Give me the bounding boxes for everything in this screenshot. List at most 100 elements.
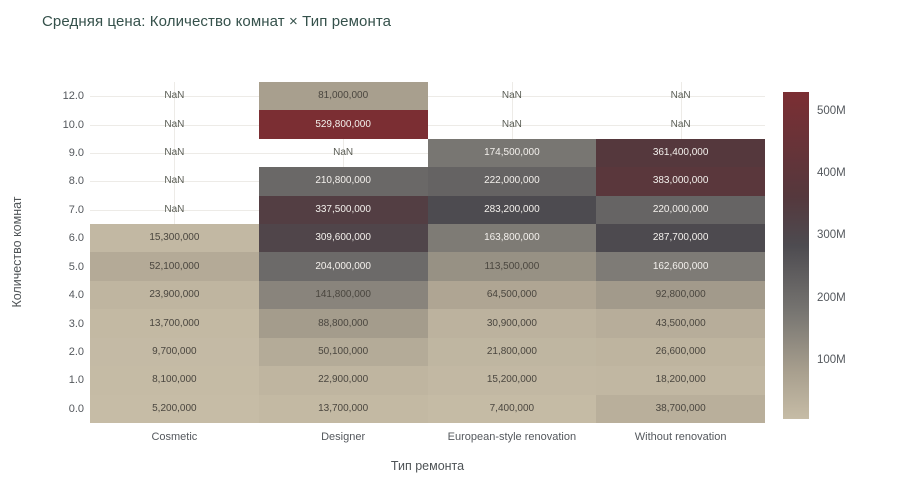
heatmap-cell[interactable]: 52,100,000	[90, 252, 259, 281]
heatmap-cell[interactable]: NaN	[90, 196, 259, 224]
y-axis-tick-label: 0.0	[68, 402, 84, 415]
cell-value-label: 15,200,000	[486, 374, 537, 386]
x-axis-title: Тип ремонта	[390, 459, 465, 473]
heatmap-cell[interactable]: 220,000,000	[596, 195, 765, 225]
cell-value-label: 92,800,000	[655, 289, 706, 301]
cell-value-label: 43,500,000	[655, 317, 706, 329]
colorbar-tick-labels: 100M 200M 300M 400M 500M	[817, 92, 877, 419]
heatmap-cell[interactable]: 21,800,000	[427, 337, 597, 367]
heatmap-cell[interactable]: 22,900,000	[258, 366, 428, 395]
heatmap-cell[interactable]: 81,000,000	[258, 82, 428, 111]
heatmap-cell[interactable]: 15,200,000	[427, 366, 597, 395]
cell-value-label: 383,000,000	[652, 175, 709, 187]
heatmap-cell[interactable]: 283,200,000	[427, 195, 597, 225]
cell-value-label: 26,600,000	[655, 345, 706, 357]
heatmap-cell[interactable]: NaN	[428, 82, 597, 110]
x-axis-tick-label: Cosmetic	[151, 431, 198, 443]
heatmap-cell[interactable]: 92,800,000	[596, 280, 765, 310]
heatmap-cell[interactable]: 50,100,000	[258, 337, 428, 367]
heatmap-cell[interactable]: 383,000,000	[596, 167, 765, 196]
heatmap-cell[interactable]: NaN	[259, 139, 428, 167]
heatmap-cell[interactable]: 210,800,000	[258, 167, 428, 196]
heatmap-cell[interactable]: 309,600,000	[258, 224, 428, 253]
heatmap-cell[interactable]: 204,000,000	[258, 252, 428, 281]
cell-value-label: 8,100,000	[152, 374, 197, 386]
heatmap-cell[interactable]: NaN	[90, 82, 259, 110]
x-axis-tick-label: Designer	[321, 431, 366, 443]
heatmap-cell[interactable]: 361,400,000	[596, 138, 765, 168]
heatmap-cell[interactable]: 8,100,000	[90, 366, 259, 395]
nan-label: NaN	[164, 90, 185, 102]
y-axis-tick-label: 4.0	[68, 289, 84, 302]
heatmap-cell[interactable]: 18,200,000	[596, 366, 765, 395]
cell-value-label: 309,600,000	[315, 232, 371, 244]
heatmap-cell[interactable]: 113,500,000	[427, 252, 597, 281]
cell-value-label: 287,700,000	[652, 232, 709, 244]
cell-value-label: 21,800,000	[486, 345, 537, 357]
x-axis-tick-label: European-style renovation	[447, 431, 577, 443]
heatmap-cell[interactable]: 174,500,000	[427, 138, 597, 168]
x-axis-tick-label: Without renovation	[634, 431, 727, 443]
h-gridline	[90, 96, 765, 98]
chart-title: Средняя цена: Количество комнат × Тип ре…	[42, 13, 392, 30]
heatmap-cell[interactable]: 15,300,000	[90, 224, 259, 253]
heatmap-cell[interactable]: 88,800,000	[258, 309, 428, 338]
colorbar-gradient	[783, 92, 809, 419]
cell-value-label: 81,000,000	[318, 90, 369, 102]
y-axis-tick-label: 2.0	[68, 345, 84, 358]
heatmap-cell[interactable]: 337,500,000	[258, 195, 428, 225]
cell-value-label: 529,800,000	[315, 118, 371, 130]
heatmap-cell[interactable]: 7,400,000	[427, 394, 597, 423]
cell-value-label: 13,700,000	[318, 402, 369, 414]
heatmap-cell[interactable]: 38,700,000	[596, 394, 765, 423]
heatmap-cell[interactable]: NaN	[90, 139, 259, 167]
heatmap-cell[interactable]: NaN	[90, 167, 259, 195]
cell-value-label: 64,500,000	[486, 289, 537, 301]
cell-value-label: 204,000,000	[315, 260, 371, 272]
heatmap-cell[interactable]: 13,700,000	[90, 309, 259, 338]
nan-label: NaN	[164, 147, 185, 159]
heatmap-cell[interactable]: 13,700,000	[258, 394, 428, 423]
heatmap-cell[interactable]: 64,500,000	[427, 280, 597, 310]
heatmap-cell[interactable]: 163,800,000	[427, 224, 597, 253]
cell-value-label: 5,200,000	[152, 402, 197, 414]
heatmap-cell[interactable]: NaN	[596, 110, 765, 138]
colorbar-tick-label: 100M	[817, 353, 846, 366]
cell-value-label: 210,800,000	[315, 175, 371, 187]
heatmap-cell[interactable]: 222,000,000	[427, 167, 597, 196]
heatmap-cell[interactable]: 287,700,000	[596, 224, 765, 253]
cell-value-label: 13,700,000	[149, 317, 200, 329]
y-axis-tick-label: 9.0	[68, 147, 84, 160]
cell-value-label: 141,800,000	[315, 289, 371, 301]
heatmap-cell[interactable]: 529,800,000	[258, 110, 428, 139]
heatmap-cell[interactable]: 23,900,000	[90, 280, 259, 310]
nan-label: NaN	[333, 147, 354, 159]
heatmap-cell[interactable]: NaN	[596, 82, 765, 110]
colorbar-tick-label: 300M	[817, 229, 846, 242]
nan-label: NaN	[164, 175, 185, 187]
cell-value-label: 38,700,000	[655, 402, 706, 414]
x-axis-tick-labels: Cosmetic Designer European-style renovatio…	[90, 431, 765, 447]
h-gridline	[90, 124, 765, 126]
cell-value-label: 88,800,000	[318, 317, 369, 329]
cell-value-label: 220,000,000	[652, 203, 709, 215]
heatmap-cell[interactable]: 5,200,000	[90, 394, 259, 423]
heatmap-cell[interactable]: 26,600,000	[596, 337, 765, 367]
heatmap-cell[interactable]: 30,900,000	[427, 309, 597, 338]
nan-label: NaN	[164, 203, 185, 215]
cell-value-label: 23,900,000	[149, 289, 200, 301]
cell-value-label: 162,600,000	[652, 260, 709, 272]
heatmap-cell[interactable]: NaN	[90, 110, 259, 138]
cell-value-label: 113,500,000	[484, 260, 540, 272]
cell-value-label: 9,700,000	[152, 345, 197, 357]
heatmap-cell[interactable]: 43,500,000	[596, 309, 765, 338]
cell-value-label: 361,400,000	[652, 147, 709, 159]
y-axis-tick-label: 1.0	[68, 374, 84, 387]
heatmap-cell[interactable]: 162,600,000	[596, 252, 765, 281]
heatmap-cell[interactable]: NaN	[428, 110, 597, 138]
heatmap-cell[interactable]: 141,800,000	[258, 280, 428, 310]
cell-value-label: 7,400,000	[489, 402, 535, 414]
heatmap-cell[interactable]: 9,700,000	[90, 337, 259, 367]
cell-value-label: 50,100,000	[318, 345, 369, 357]
y-axis-tick-label: 12.0	[62, 90, 84, 103]
